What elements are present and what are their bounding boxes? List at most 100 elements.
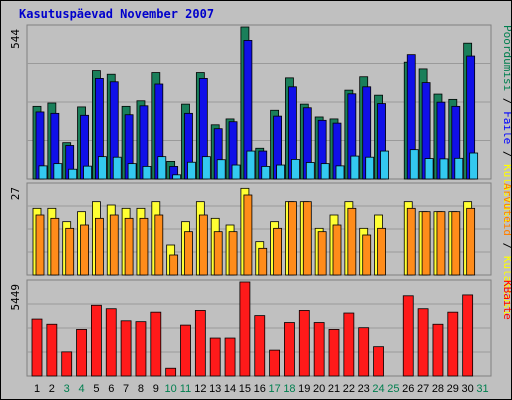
- bar-kbytes-kbaite-day-26: [402, 295, 414, 377]
- bar-traffic-k-lastusi-day-10: [172, 174, 182, 180]
- panel-kbytes: 5449 KBaite: [9, 279, 511, 377]
- x-tick-label-day-19: 19: [298, 383, 310, 395]
- bar-kbytes-kbaite-day-2: [46, 323, 58, 377]
- x-tick-label-day-12: 12: [194, 383, 206, 395]
- bar-traffic-k-lastusi-day-6: [112, 156, 122, 180]
- bar-visits-arvuteid-day-27: [421, 211, 431, 276]
- bar-kbytes-kbaite-day-19: [298, 310, 310, 377]
- legend-entry: /: [501, 144, 511, 164]
- bar-kbytes-kbaite-day-1: [31, 318, 43, 377]
- x-tick-label-day-10: 10: [165, 383, 177, 395]
- bar-visits-arvuteid-day-24: [377, 227, 386, 276]
- x-tick-label-day-24: 24: [372, 383, 384, 395]
- bar-visits-arvuteid-day-5: [95, 217, 104, 276]
- x-tick-label-day-16: 16: [254, 383, 266, 395]
- chart-panels: 544 Pöördumisi / Faile / Külastusi 27 Arvut…: [9, 24, 511, 377]
- x-tick-label-day-6: 6: [108, 383, 114, 395]
- bar-visits-arvuteid-day-13: [213, 231, 223, 276]
- chart-title: Kasutuspäevad November 2007: [19, 7, 214, 21]
- legend-entry: KBaite: [501, 280, 511, 320]
- x-tick-label-day-13: 13: [209, 383, 221, 395]
- bar-traffic-k-lastusi-day-3: [68, 168, 78, 180]
- legend-entry: Arvuteid: [501, 183, 511, 236]
- x-tick-label-day-9: 9: [153, 383, 159, 395]
- bar-visits-arvuteid-day-12: [198, 214, 208, 276]
- bar-traffic-k-lastusi-day-14: [231, 164, 241, 180]
- bar-visits-arvuteid-day-18: [288, 201, 297, 276]
- bar-kbytes-kbaite-day-23: [358, 327, 370, 377]
- x-tick-label-day-31: 31: [476, 383, 488, 395]
- bar-kbytes-kbaite-day-5: [91, 304, 102, 377]
- bar-visits-arvuteid-day-6: [109, 214, 119, 276]
- bar-traffic-k-lastusi-day-24: [380, 150, 389, 180]
- bar-kbytes-kbaite-day-20: [313, 322, 325, 377]
- bar-kbytes-kbaite-day-27: [417, 308, 429, 377]
- x-tick-label-day-4: 4: [78, 383, 84, 395]
- panel-traffic-legend: Pöördumisi / Faile / Külastusi: [501, 25, 511, 224]
- bar-traffic-k-lastusi-day-19: [305, 162, 315, 180]
- x-axis-labels: 1 2 3 4 5 6 7 8 9 10 11 12 13 14 15 16 17 18 19 20 21 22 23 24 2…: [34, 383, 489, 395]
- bar-traffic-k-lastusi-day-8: [142, 166, 152, 180]
- x-tick-label-day-15: 15: [239, 383, 251, 395]
- x-tick-label-day-26: 26: [402, 383, 414, 395]
- bar-kbytes-kbaite-day-24: [373, 346, 384, 377]
- x-tick-label-day-8: 8: [138, 383, 144, 395]
- bar-traffic-k-lastusi-day-18: [291, 159, 300, 180]
- bar-kbytes-kbaite-day-14: [224, 337, 236, 377]
- panel-traffic-ymax-label: 544: [9, 29, 22, 49]
- bar-traffic-k-lastusi-day-17: [276, 164, 286, 180]
- bar-traffic-k-lastusi-day-11: [187, 161, 196, 180]
- bar-kbytes-kbaite-day-29: [447, 311, 459, 377]
- legend-entry: Pöördumisi: [501, 25, 511, 91]
- bar-visits-arvuteid-day-17: [273, 227, 283, 276]
- bar-visits-arvuteid-day-21: [332, 224, 342, 276]
- panel-kbytes-ymax-label: 5449: [9, 284, 22, 311]
- x-tick-label-day-25: 25: [387, 383, 399, 395]
- panel-visits: 27 Arvuteid / Külastusi: [9, 182, 511, 315]
- bar-traffic-k-lastusi-day-7: [127, 163, 137, 180]
- x-tick-label-day-2: 2: [49, 383, 55, 395]
- bar-kbytes-kbaite-day-9: [150, 311, 162, 377]
- x-tick-label-day-30: 30: [462, 383, 474, 395]
- bar-traffic-k-lastusi-day-22: [350, 155, 360, 180]
- bar-kbytes-kbaite-day-3: [61, 351, 73, 377]
- bar-traffic-k-lastusi-day-12: [201, 156, 211, 180]
- bar-visits-arvuteid-day-7: [124, 217, 134, 276]
- bar-kbytes-kbaite-day-4: [76, 329, 87, 377]
- bar-visits-arvuteid-day-20: [317, 231, 327, 276]
- bar-traffic-k-lastusi-day-9: [157, 156, 167, 180]
- x-tick-label-day-27: 27: [417, 383, 429, 395]
- panel-kbytes-legend: KBaite: [501, 280, 511, 320]
- bar-kbytes-kbaite-day-17: [269, 349, 281, 377]
- panel-visits-legend: Arvuteid / Külastusi: [501, 183, 511, 315]
- bar-traffic-k-lastusi-day-28: [439, 158, 449, 180]
- bar-visits-arvuteid-day-11: [184, 231, 193, 276]
- legend-entry: Külastusi: [501, 164, 511, 224]
- bar-visits-arvuteid-day-22: [347, 207, 357, 276]
- bar-visits-arvuteid-day-19: [302, 201, 312, 276]
- x-tick-label-day-5: 5: [93, 383, 99, 395]
- bar-kbytes-kbaite-day-22: [343, 312, 355, 377]
- bar-traffic-k-lastusi-day-23: [365, 156, 375, 180]
- bar-visits-arvuteid-day-28: [436, 211, 446, 276]
- bar-traffic-k-lastusi-day-1: [38, 165, 48, 180]
- bar-kbytes-kbaite-day-18: [284, 322, 295, 377]
- bar-kbytes-kbaite-day-8: [135, 321, 147, 377]
- x-tick-label-day-7: 7: [123, 383, 129, 395]
- bar-visits-arvuteid-day-23: [362, 234, 372, 276]
- bar-kbytes-kbaite-day-10: [165, 367, 177, 377]
- x-tick-label-day-3: 3: [64, 383, 70, 395]
- bar-traffic-k-lastusi-day-20: [320, 163, 330, 180]
- bar-visits-arvuteid-day-15: [243, 194, 253, 276]
- bar-visits-arvuteid-day-30: [466, 207, 476, 276]
- x-tick-label-day-28: 28: [432, 383, 444, 395]
- bar-traffic-k-lastusi-day-15: [246, 150, 256, 180]
- bar-traffic-k-lastusi-day-27: [424, 158, 434, 180]
- bar-traffic-k-lastusi-day-29: [454, 157, 464, 180]
- bar-traffic-k-lastusi-day-26: [409, 149, 419, 180]
- x-tick-label-day-18: 18: [283, 383, 295, 395]
- bar-kbytes-kbaite-day-28: [432, 323, 444, 377]
- bar-visits-arvuteid-day-29: [451, 211, 461, 276]
